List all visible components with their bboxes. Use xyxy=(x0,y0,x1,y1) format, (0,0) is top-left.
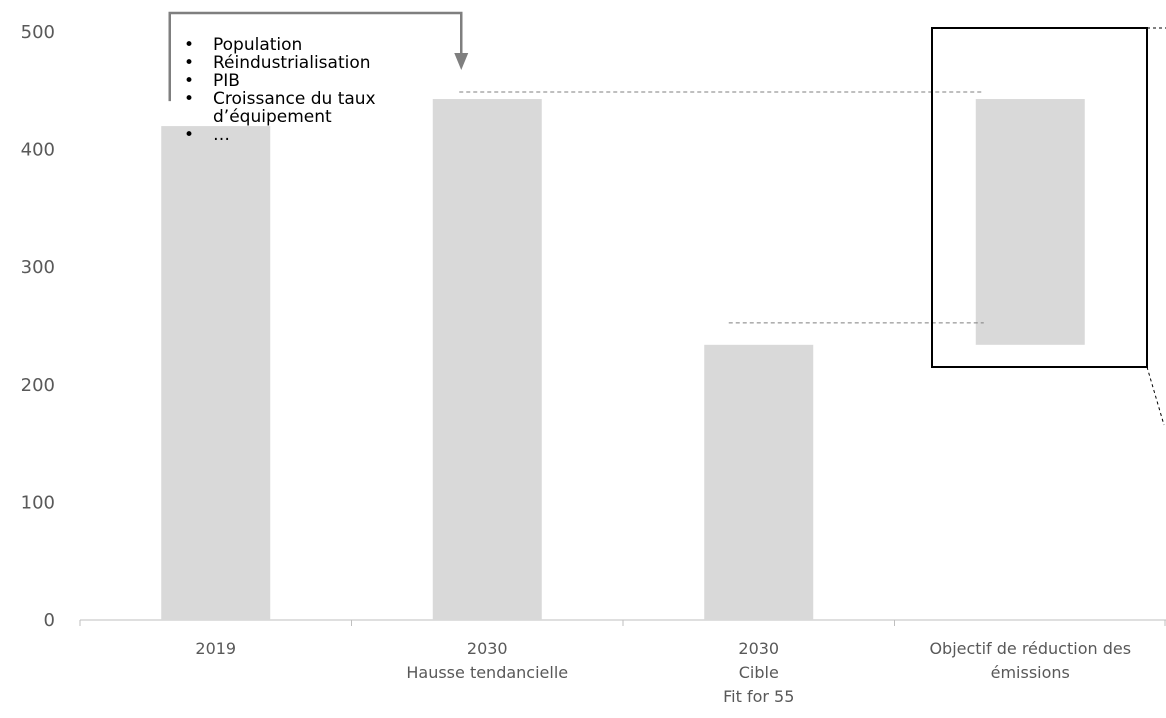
driver-item: Population xyxy=(184,36,423,54)
y-tick-label: 500 xyxy=(21,22,55,43)
x-category-label: Hausse tendancielle xyxy=(406,663,568,682)
y-tick-label: 200 xyxy=(21,375,55,396)
callout-line-bottom xyxy=(1146,366,1165,426)
highlight-box xyxy=(931,27,1148,368)
x-category-label: 2030 xyxy=(738,639,779,658)
y-axis: 0 100 200 300 400 500 xyxy=(21,22,55,631)
connector-lines xyxy=(459,91,984,324)
growth-drivers-list: Population Réindustrialisation PIB Crois… xyxy=(184,36,423,144)
x-category-label: Fit for 55 xyxy=(723,687,794,706)
bar-1 xyxy=(432,99,542,621)
driver-item: Croissance du taux d’équipement xyxy=(184,90,423,126)
bar-0 xyxy=(161,126,271,620)
x-category-label: émissions xyxy=(991,663,1070,682)
annotation-graphics xyxy=(168,11,1166,426)
y-tick-label: 100 xyxy=(21,492,55,513)
y-tick-label: 300 xyxy=(21,257,55,278)
x-category-label: 2019 xyxy=(195,639,236,658)
x-category-label: 2030 xyxy=(467,639,508,658)
driver-item: Réindustrialisation xyxy=(184,54,423,72)
y-tick-label: 400 xyxy=(21,140,55,161)
bars xyxy=(161,99,1085,621)
growth-bracket-arrow xyxy=(168,11,463,102)
arrow-head xyxy=(454,53,469,70)
x-axis: 2019 2030 Hausse tendancielle 2030 Cible Fit … xyxy=(79,619,1166,706)
y-tick-label: 0 xyxy=(44,610,55,631)
bar-2 xyxy=(704,344,814,620)
driver-item: PIB xyxy=(184,72,423,90)
driver-item: … xyxy=(184,126,423,144)
x-category-label: Cible xyxy=(739,663,779,682)
x-category-label: Objectif de réduction des xyxy=(929,639,1131,658)
bar-3 xyxy=(975,99,1085,345)
